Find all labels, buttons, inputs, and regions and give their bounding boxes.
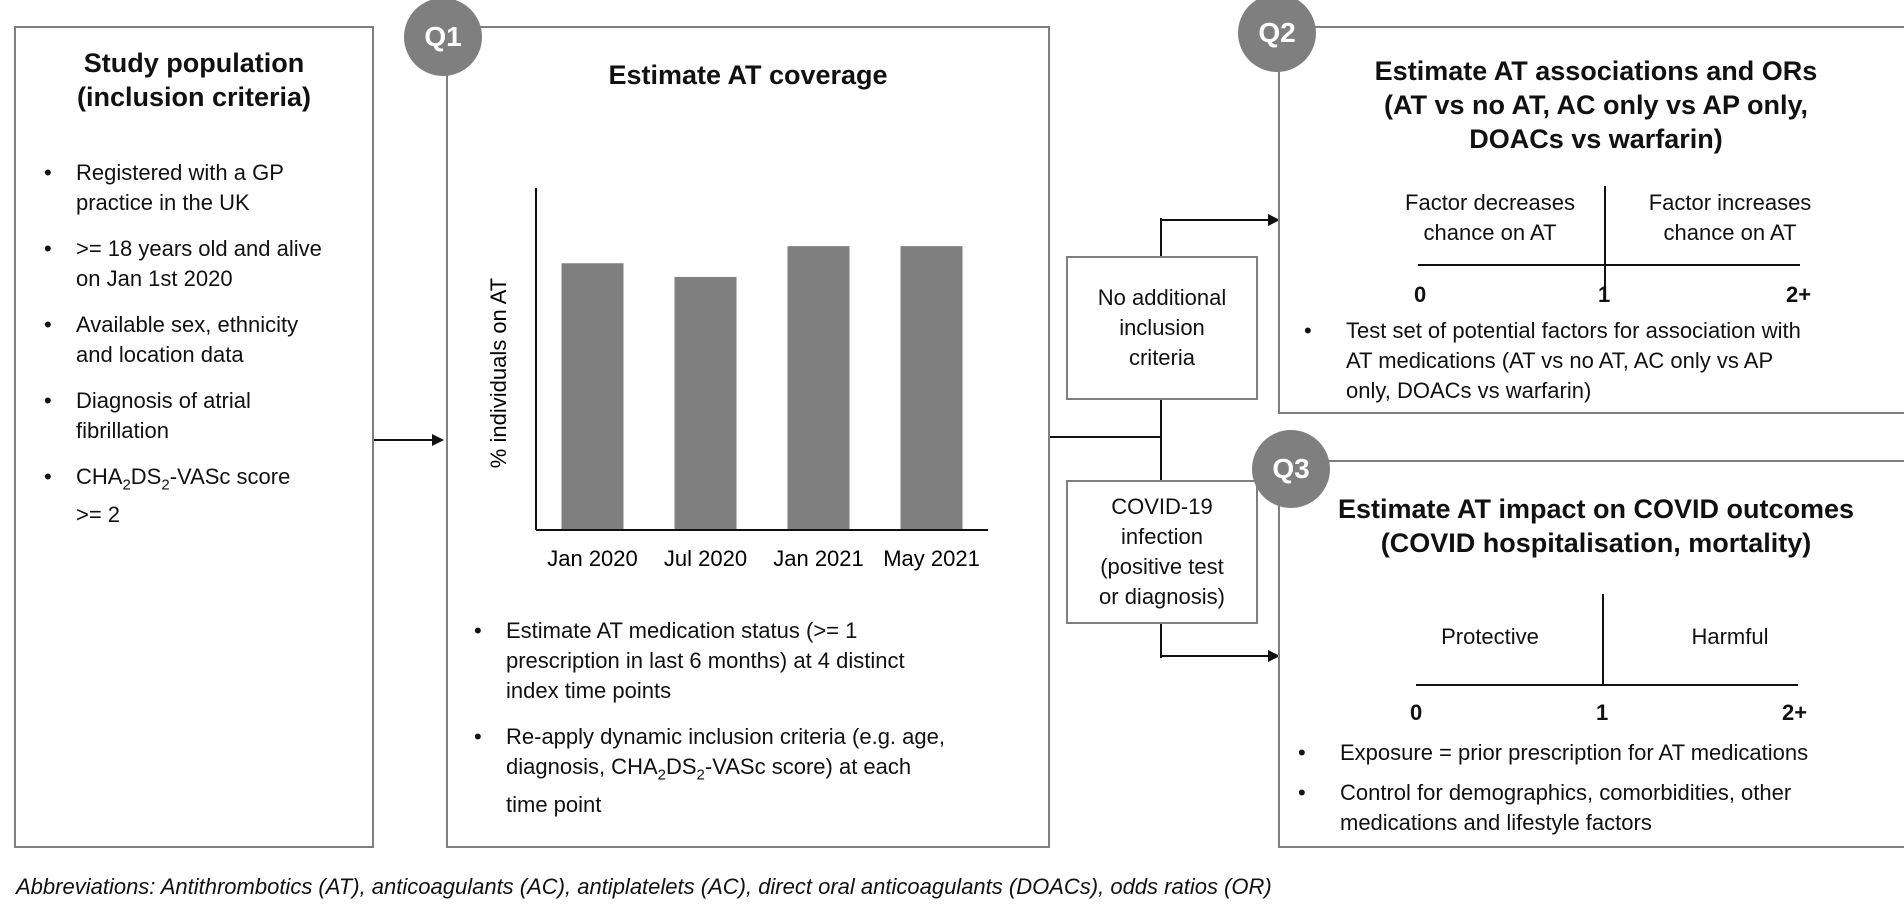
list-item: Available sex, ethnicity and location da… [30,310,370,370]
abbreviations-footnote: Abbreviations: Antithrombotics (AT), ant… [16,874,1272,899]
q2-scale-divider [1604,186,1606,288]
q1-box: Estimate AT coverage % individuals on AT… [446,26,1050,848]
q3-badge: Q3 [1252,430,1330,508]
q2-box: Estimate AT associations and ORs (AT vs … [1278,26,1904,414]
q3-axis-0: 0 [1410,700,1423,725]
covid-infection-box: COVID-19 infection (positive test or dia… [1066,480,1258,624]
chart-tick-label-2: Jan 2021 [773,546,864,571]
chart-tick-label-3: May 2021 [883,546,980,571]
q3-right-label: Harmful [1691,624,1769,649]
q3-box: Estimate AT impact on COVID outcomes (CO… [1278,460,1904,848]
chart-ylabel: % individuals on AT [486,278,511,468]
q2-axis-1: 1 [1598,282,1611,307]
q2-bullets: Test set of potential factors for associ… [1290,316,1904,422]
list-item: CHA2DS2-VASc score >= 2 [30,462,370,530]
chart-bar-0 [561,263,624,530]
q1-bullets: Estimate AT medication status (>= 1 pres… [460,616,1040,836]
q2-axis-0: 0 [1414,282,1427,307]
connector-vertical [1160,218,1162,658]
list-item: Test set of potential factors for associ… [1290,316,1904,406]
q3-bullets: Exposure = prior prescription for AT med… [1284,738,1904,854]
q1-bar-chart: % individuals on AT Jan 2020 Jul 2020 Jan … [486,188,988,571]
chart-bar-3 [900,246,963,530]
q2-scale-axis [1418,264,1800,266]
q3-axis-1: 1 [1596,700,1609,725]
chart-bar-1 [674,276,737,530]
q2-title: Estimate AT associations and ORs (AT vs … [1374,56,1818,154]
q2-right-label: Factor increases chance on AT [1648,190,1812,245]
chart-tick-label-0: Jan 2020 [547,546,638,571]
study-population-title: Study population (inclusion criteria) [76,48,312,112]
q3-scale-divider [1602,594,1604,686]
list-item: Registered with a GP practice in the UK [30,158,370,218]
connector-q1-out [1050,436,1160,438]
list-item: Exposure = prior prescription for AT med… [1284,738,1904,768]
q1-title: Estimate AT coverage [608,60,888,90]
list-item: >= 18 years old and alive on Jan 1st 202… [30,234,370,294]
arrow-to-q3 [1160,650,1280,662]
study-population-box: Study population (inclusion criteria) Re… [14,26,374,848]
list-item: Re-apply dynamic inclusion criteria (e.g… [460,722,1040,820]
list-item: Diagnosis of atrial fibrillation [30,386,370,446]
q3-axis-2: 2+ [1782,700,1808,725]
q3-left-label: Protective [1441,624,1539,649]
list-item: Control for demographics, comorbidities,… [1284,778,1904,838]
chart-tick-label-1: Jul 2020 [664,546,747,571]
q3-scale-axis [1416,684,1798,686]
q3-title: Estimate AT impact on COVID outcomes (CO… [1337,494,1855,558]
arrow-to-q2 [1160,214,1280,226]
chart-bar-2 [787,246,850,530]
q2-badge: Q2 [1238,0,1316,72]
no-additional-criteria-box: No additional inclusion criteria [1066,256,1258,400]
q1-badge: Q1 [404,0,482,76]
q2-axis-2: 2+ [1786,282,1812,307]
list-item: Estimate AT medication status (>= 1 pres… [460,616,1040,706]
q2-left-label: Factor decreases chance on AT [1405,190,1575,245]
arrow-study-to-q1 [374,434,444,446]
inclusion-criteria-list: Registered with a GP practice in the UK … [30,158,370,546]
